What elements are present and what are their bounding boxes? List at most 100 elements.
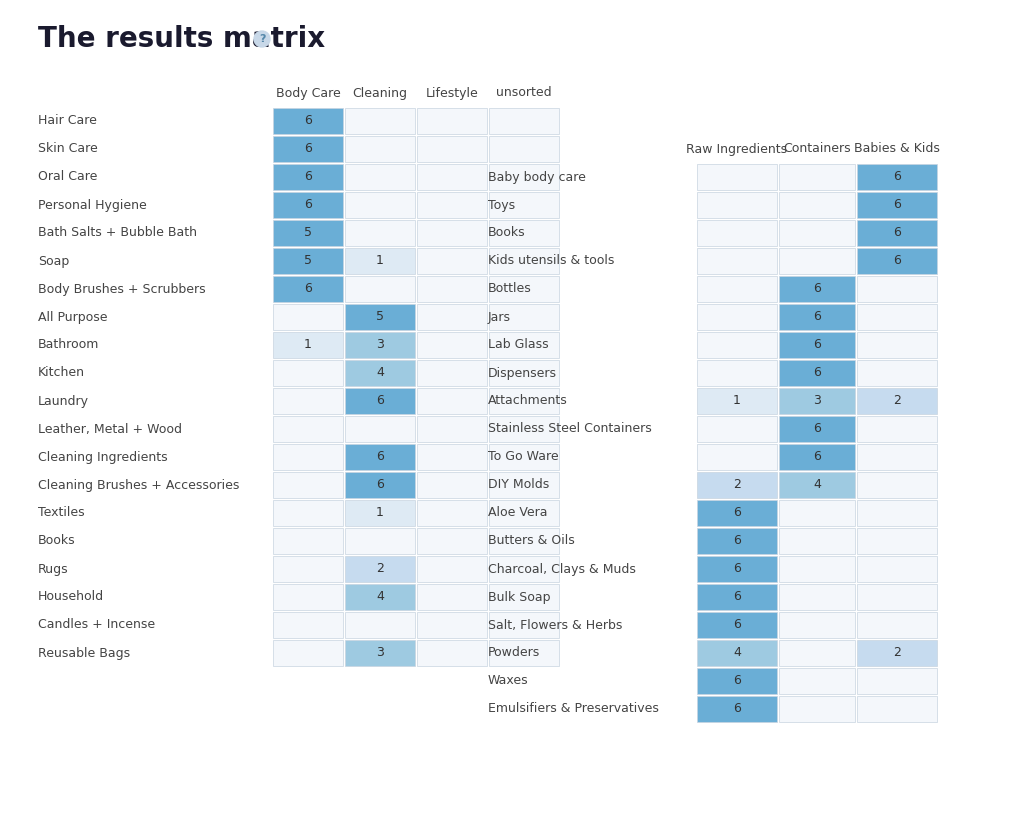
Bar [857,696,937,722]
Text: 6: 6 [304,199,312,211]
Text: 6: 6 [376,478,384,492]
Bar [417,444,487,470]
Text: Oral Care: Oral Care [38,170,97,184]
Bar [779,612,855,638]
Bar [697,220,777,246]
Text: Baby body care: Baby body care [488,170,586,184]
Bar [345,304,415,330]
Bar [273,220,343,246]
Bar [697,360,777,386]
Text: Books: Books [488,227,525,239]
Text: 6: 6 [304,143,312,155]
Bar [779,668,855,694]
Text: 6: 6 [893,170,901,184]
Text: Bath Salts + Bubble Bath: Bath Salts + Bubble Bath [38,227,197,239]
Bar [697,276,777,302]
Text: Butters & Oils: Butters & Oils [488,534,574,548]
Bar [697,416,777,442]
Bar [857,528,937,554]
Bar [697,696,777,722]
Bar [345,192,415,218]
Text: Waxes: Waxes [488,675,528,687]
Bar [345,276,415,302]
Text: 4: 4 [733,647,741,659]
Text: Rugs: Rugs [38,562,69,576]
Bar [417,556,487,582]
Bar [779,556,855,582]
Bar [779,164,855,190]
Bar [779,500,855,526]
Bar [345,248,415,274]
Text: 6: 6 [813,423,821,435]
Text: Babies & Kids: Babies & Kids [854,143,940,155]
Text: Toys: Toys [488,199,515,211]
Bar [273,108,343,134]
Bar [417,612,487,638]
Bar [779,696,855,722]
Text: 3: 3 [376,338,384,352]
Text: 2: 2 [733,478,741,492]
Text: 1: 1 [376,254,384,268]
Bar [857,444,937,470]
Bar [697,500,777,526]
Bar [779,416,855,442]
Text: Jars: Jars [488,310,511,324]
Bar [417,108,487,134]
Text: Reusable Bags: Reusable Bags [38,647,130,659]
Text: 6: 6 [733,507,741,519]
Bar [417,360,487,386]
Bar [273,584,343,610]
Bar [489,500,559,526]
Text: Skin Care: Skin Care [38,143,97,155]
Bar [273,528,343,554]
Text: Body Care: Body Care [275,86,340,100]
Text: Emulsifiers & Preservatives: Emulsifiers & Preservatives [488,702,658,716]
Bar [857,612,937,638]
Bar [489,248,559,274]
Circle shape [254,31,270,47]
Text: Charcoal, Clays & Muds: Charcoal, Clays & Muds [488,562,636,576]
Text: 6: 6 [813,338,821,352]
Bar [273,276,343,302]
Text: ?: ? [259,34,265,44]
Bar [417,416,487,442]
Text: 1: 1 [376,507,384,519]
Bar [273,360,343,386]
Bar [417,640,487,666]
Bar [345,388,415,414]
Text: Books: Books [38,534,76,548]
Bar [857,388,937,414]
Bar [345,220,415,246]
Text: 6: 6 [304,170,312,184]
Bar [273,556,343,582]
Text: 6: 6 [304,283,312,295]
Text: 6: 6 [733,675,741,687]
Bar [697,248,777,274]
Bar [697,528,777,554]
Bar [779,304,855,330]
Text: 2: 2 [893,394,901,408]
Text: 1: 1 [304,338,312,352]
Bar [417,192,487,218]
Text: 6: 6 [376,394,384,408]
Text: 5: 5 [304,227,312,239]
Bar [489,276,559,302]
Text: Kids utensils & tools: Kids utensils & tools [488,254,614,268]
Bar [857,332,937,358]
Text: Bottles: Bottles [488,283,531,295]
Bar [345,528,415,554]
Text: 6: 6 [813,310,821,324]
Text: Hair Care: Hair Care [38,114,97,128]
Bar [417,388,487,414]
Text: Textiles: Textiles [38,507,85,519]
Bar [779,444,855,470]
Bar [489,164,559,190]
Text: Laundry: Laundry [38,394,89,408]
Bar [857,304,937,330]
Bar [857,276,937,302]
Bar [417,584,487,610]
Bar [779,360,855,386]
Text: 1: 1 [733,394,741,408]
Bar [489,556,559,582]
Text: 2: 2 [376,562,384,576]
